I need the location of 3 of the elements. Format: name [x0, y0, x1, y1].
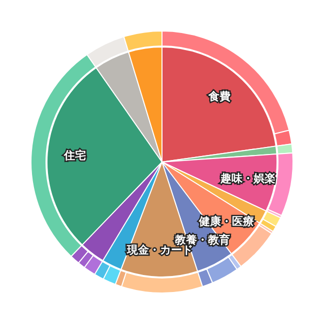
slice-label: 趣味・娯楽: [219, 172, 276, 186]
slice-label: 食費: [207, 90, 230, 104]
slice-label: 住宅: [62, 149, 86, 162]
